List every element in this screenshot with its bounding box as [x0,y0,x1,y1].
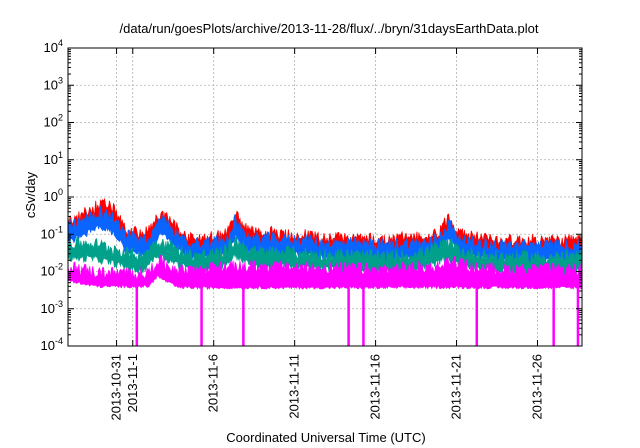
x-axis-label: Coordinated Universal Time (UTC) [226,430,425,445]
x-tick-label: 2013-10-31 [109,354,124,421]
y-tick-label: 10-3 [41,299,63,316]
axes: 10-4 10-3 10-2 10-1 100 101 102 103 104 2013-10-3… [41,38,582,421]
y-tick-label: 104 [44,38,63,55]
x-tick-label: 2013-11-16 [368,354,383,420]
chart-title: /data/run/goesPlots/archive/2013-11-28/f… [120,21,539,36]
y-tick-label: 100 [44,187,63,204]
y-tick-label: 10-2 [41,262,63,279]
x-tick-label: 2013-11-11 [287,354,302,419]
y-tick-label: 101 [44,150,63,167]
y-tick-label: 10-4 [41,336,63,353]
series-band-1 [68,204,582,266]
y-tick-label: 102 [44,113,63,130]
y-tick-label: 10-1 [41,224,63,241]
series-layer [68,197,582,346]
series-band-3 [68,254,582,291]
y-tick-label: 103 [44,75,63,92]
grid [68,48,582,346]
y-axis-label: cSv/day [23,171,38,218]
series-band-2 [68,235,582,277]
x-tick-label: 2013-11-1 [125,354,140,412]
x-tick-label: 2013-11-26 [529,354,544,420]
x-tick-label: 2013-11-6 [206,354,221,412]
x-tick-label: 2013-11-21 [449,354,464,420]
